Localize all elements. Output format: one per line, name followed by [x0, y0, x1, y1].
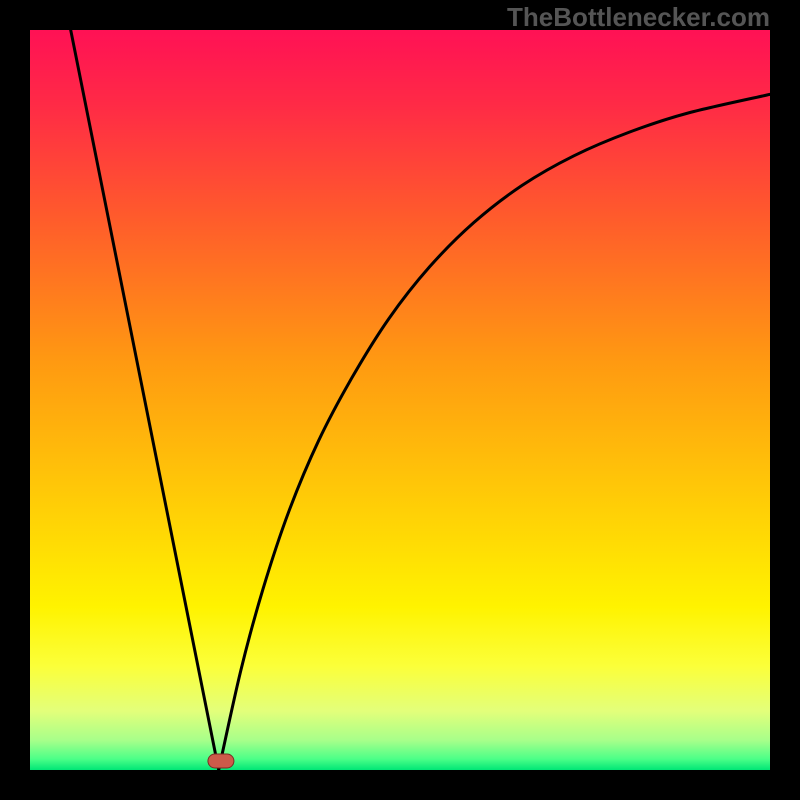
- optimum-marker: [208, 754, 234, 768]
- plot-area: [30, 30, 770, 770]
- watermark-text: TheBottlenecker.com: [507, 2, 770, 33]
- plot-svg: [30, 30, 770, 770]
- chart-frame: TheBottlenecker.com: [0, 0, 800, 800]
- gradient-background: [30, 30, 770, 770]
